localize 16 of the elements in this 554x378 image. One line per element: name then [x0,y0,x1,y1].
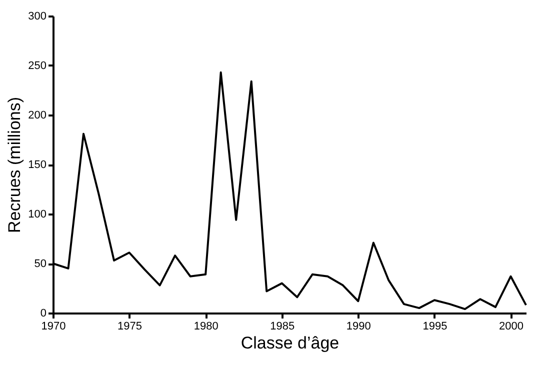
x-axis-title: Classe d’âge [240,334,340,352]
y-axis-title: Recrues (millions) [5,96,24,234]
y-tick-label: 50 [34,258,46,270]
x-tick-label: 1970 [41,320,66,332]
y-tick-label: 0 [40,308,46,320]
y-tick-label: 250 [28,60,46,72]
x-tick-label: 2000 [499,320,524,332]
x-tick-label: 1975 [118,320,142,332]
y-tick-label: 150 [28,159,46,171]
x-tick-label: 1980 [194,320,218,332]
y-tick-label: 200 [28,110,46,122]
y-tick-label: 300 [28,10,46,22]
x-tick-label: 1990 [346,320,371,332]
x-tick-label: 1985 [270,320,295,332]
y-tick-label: 100 [28,208,46,220]
x-tick-label: 1995 [422,320,448,332]
